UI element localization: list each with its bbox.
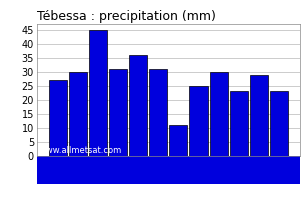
Bar <box>89 30 107 156</box>
Bar <box>49 80 67 156</box>
Bar <box>129 55 147 156</box>
Bar <box>250 75 268 156</box>
Bar <box>270 91 288 156</box>
Bar <box>69 72 87 156</box>
Bar <box>210 72 228 156</box>
Text: Tébessa : precipitation (mm): Tébessa : precipitation (mm) <box>37 10 216 23</box>
Bar <box>37 156 300 184</box>
Bar <box>149 69 167 156</box>
Bar <box>169 125 187 156</box>
Text: www.allmetsat.com: www.allmetsat.com <box>39 146 121 155</box>
Bar <box>230 91 248 156</box>
Bar <box>189 86 207 156</box>
Bar <box>109 69 127 156</box>
